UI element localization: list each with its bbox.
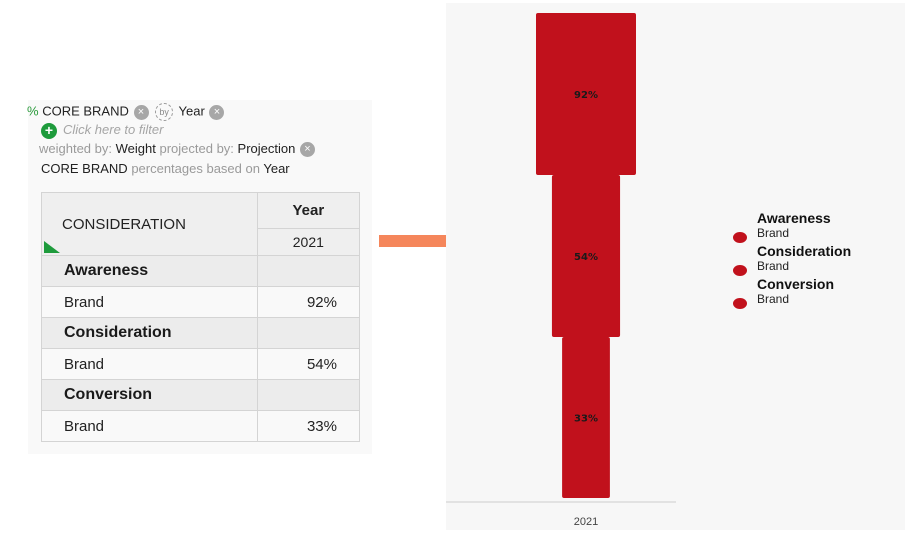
legend-dot-icon <box>733 298 747 309</box>
section-row: Awareness <box>41 255 361 287</box>
legend-subtitle: Brand <box>757 226 790 240</box>
remove-by-variable-icon[interactable]: × <box>209 104 225 120</box>
legend-dot-icon <box>733 232 747 243</box>
row-label: Brand <box>41 348 258 380</box>
remove-projection-icon[interactable]: × <box>299 142 315 158</box>
row-label: Brand <box>41 286 258 318</box>
projected-by-label: projected by: <box>159 141 234 156</box>
legend-item[interactable]: Consideration Brand <box>733 243 851 276</box>
weighted-by-label: weighted by: <box>39 141 112 156</box>
funnel-bar-label: 33% <box>574 414 598 425</box>
legend-item[interactable]: Awareness Brand <box>733 210 851 243</box>
row-value: 33% <box>256 410 361 442</box>
legend-title: Consideration <box>757 243 852 259</box>
variable-header: % CORE BRAND × by Year × <box>27 103 225 121</box>
x-tick-label: 2021 <box>574 516 598 528</box>
funnel-bar[interactable] <box>536 13 636 175</box>
funnel-bar-label: 54% <box>574 252 598 263</box>
legend-subtitle: Brand <box>757 292 790 306</box>
column-value-2021: 2021 <box>256 227 361 257</box>
section-empty-cell <box>256 255 361 287</box>
legend-dot-icon <box>733 265 747 276</box>
row-value: 54% <box>256 348 361 380</box>
funnel-bar[interactable] <box>551 175 621 337</box>
chart-panel <box>446 3 905 530</box>
projection-value[interactable]: Projection <box>237 141 296 156</box>
table-row: Brand 33% <box>41 410 361 442</box>
legend-title: Awareness <box>757 210 831 226</box>
legend-item[interactable]: Conversion Brand <box>733 276 851 309</box>
section-row: Consideration <box>41 317 361 349</box>
sort-corner-icon <box>44 241 60 253</box>
row-label: Brand <box>41 410 258 442</box>
filter-row[interactable]: + Click here to filter <box>41 122 163 139</box>
percentage-base-row: CORE BRAND percentages based on Year <box>41 161 290 176</box>
arrow-right-icon <box>379 227 490 255</box>
table-row: Brand 54% <box>41 348 361 380</box>
weight-value[interactable]: Weight <box>115 141 156 156</box>
row-header-cell[interactable]: CONSIDERATION <box>41 192 258 256</box>
section-title: Conversion <box>41 379 258 411</box>
remove-variable-icon[interactable]: × <box>133 104 149 120</box>
pct-base-variable: CORE BRAND <box>41 161 128 176</box>
funnel-bar-label: 92% <box>574 90 598 101</box>
row-header-label: CONSIDERATION <box>62 215 186 233</box>
add-filter-icon[interactable]: + <box>41 122 57 139</box>
variable-name[interactable]: CORE BRAND <box>42 103 129 119</box>
column-header-label: Year <box>292 201 325 219</box>
pct-base-text: percentages based on <box>131 161 260 176</box>
column-value-label: 2021 <box>292 233 324 250</box>
funnel-bar[interactable] <box>562 337 610 498</box>
section-empty-cell <box>256 379 361 411</box>
crosstab-table: CONSIDERATION Year 2021 Awareness Brand … <box>41 192 361 442</box>
add-filter-hint[interactable]: Click here to filter <box>63 122 164 137</box>
section-row: Conversion <box>41 379 361 411</box>
by-icon[interactable]: by <box>155 103 174 121</box>
section-empty-cell <box>256 317 361 349</box>
by-variable-name[interactable]: Year <box>178 103 205 119</box>
chart-legend: Awareness Brand Consideration Brand Conv… <box>733 210 851 309</box>
section-title: Awareness <box>41 255 258 287</box>
section-title: Consideration <box>41 317 258 349</box>
legend-subtitle: Brand <box>757 259 790 273</box>
weight-row: weighted by: Weight projected by: Projec… <box>39 141 316 158</box>
column-header-year[interactable]: Year <box>256 192 361 229</box>
legend-title: Conversion <box>757 276 835 292</box>
percent-symbol: % <box>27 103 39 119</box>
pct-base-value[interactable]: Year <box>263 161 290 176</box>
